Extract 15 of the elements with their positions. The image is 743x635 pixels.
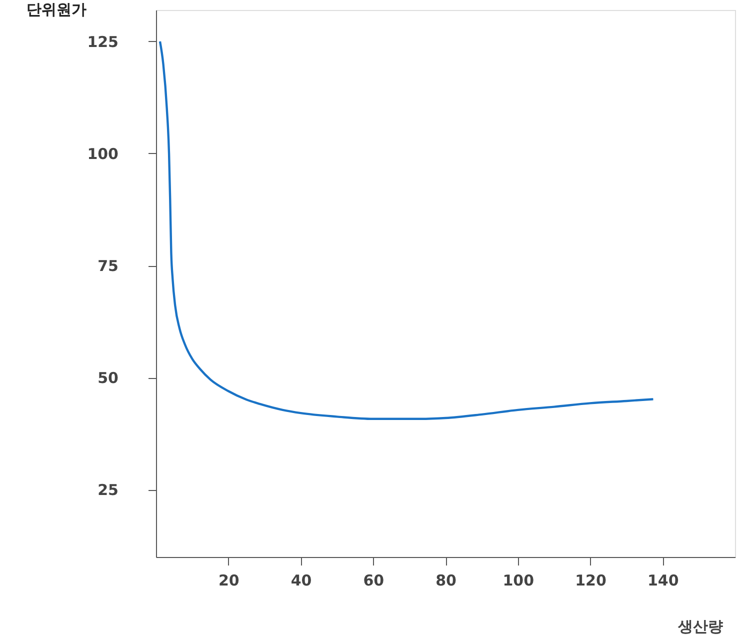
x-tick-label: 60 (363, 572, 384, 590)
x-tick-label: 40 (290, 572, 312, 590)
x-tick-label: 140 (647, 572, 679, 590)
y-tick-label: 75 (98, 257, 118, 276)
x-tick-label: 20 (218, 572, 240, 590)
y-axis-title: 단위원가 (26, 0, 86, 18)
y-tick-label: 100 (87, 144, 118, 163)
x-tick-label: 100 (502, 572, 534, 590)
y-tick-label: 50 (98, 369, 118, 388)
x-axis-title: 생산량 (677, 618, 723, 635)
x-tick-label: 120 (575, 572, 606, 590)
y-tick-label: 25 (98, 481, 118, 500)
line-series (158, 40, 654, 420)
x-tick-label: 80 (436, 572, 456, 590)
y-tick-label: 125 (87, 32, 118, 51)
